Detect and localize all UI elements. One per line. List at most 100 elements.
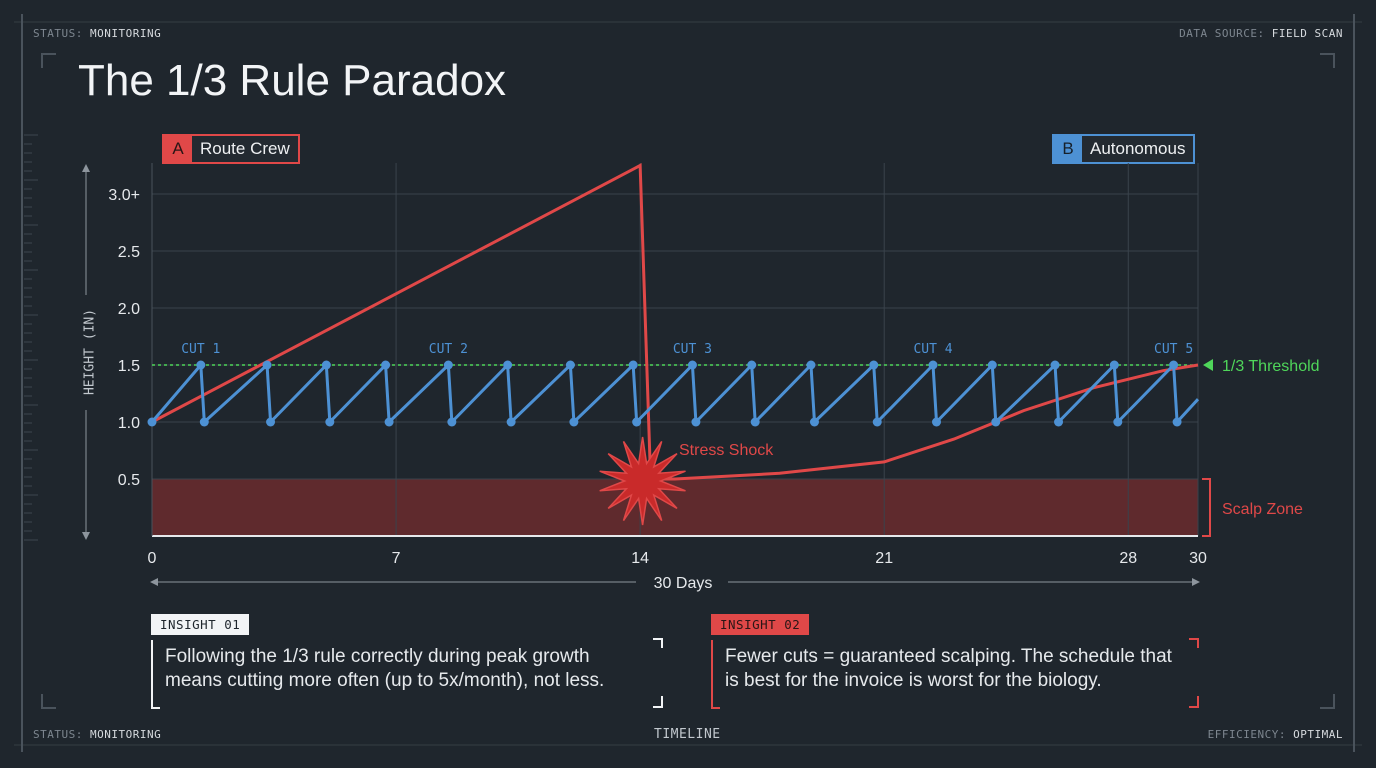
series-autonomous-point: [443, 360, 453, 370]
footer-status-label: STATUS:: [33, 728, 83, 741]
cut-annotation-label: CUT 3: [673, 342, 712, 357]
series-autonomous-point: [1050, 360, 1060, 370]
legend-a-label: Route Crew: [192, 136, 298, 162]
stress-shock-label: Stress Shock: [679, 442, 774, 459]
series-autonomous-point: [325, 417, 335, 427]
legend-a-key: A: [164, 136, 192, 162]
x-tick-label: 30: [1189, 550, 1207, 567]
series-autonomous-point: [809, 417, 819, 427]
series-autonomous-point: [687, 360, 697, 370]
series-autonomous-point: [806, 360, 816, 370]
status-label: STATUS:: [33, 27, 83, 40]
efficiency-label: EFFICIENCY:: [1207, 728, 1287, 741]
insight-card-2: INSIGHT 02 Fewer cuts = guaranteed scalp…: [711, 614, 1199, 710]
series-autonomous-point: [262, 360, 272, 370]
legend-b-key: B: [1054, 136, 1082, 162]
x-tick-label: 0: [148, 550, 157, 567]
y-axis-arrowhead-down: [82, 532, 90, 540]
x-axis-arrowhead-right: [1192, 578, 1200, 586]
series-autonomous-point: [447, 417, 457, 427]
y-axis-label: HEIGHT (IN): [83, 309, 98, 395]
scalp-zone-label: Scalp Zone: [1222, 501, 1303, 518]
insight-1-bracket-left: [151, 640, 160, 709]
series-autonomous-point: [632, 417, 642, 427]
insight-1-bracket-right: [653, 638, 663, 708]
series-autonomous-point: [750, 417, 760, 427]
status-indicator-top: STATUS: MONITORING: [33, 27, 161, 40]
footer-status-value: MONITORING: [89, 728, 162, 741]
series-autonomous-point: [1169, 360, 1179, 370]
legend-autonomous: B Autonomous: [1052, 134, 1196, 164]
y-tick-label: 1.5: [118, 358, 140, 375]
data-source-indicator: DATA SOURCE: FIELD SCAN: [1179, 27, 1343, 40]
page-title: The 1/3 Rule Paradox: [78, 56, 507, 105]
corner-tr: [1320, 53, 1335, 68]
y-axis-arrowhead-up: [82, 164, 90, 172]
efficiency-value: OPTIMAL: [1293, 728, 1343, 741]
series-autonomous-point: [565, 360, 575, 370]
insight-2-tag: INSIGHT 02: [711, 614, 810, 635]
x-tick-label: 21: [875, 550, 893, 567]
efficiency-indicator: EFFICIENCY: OPTIMAL: [1208, 728, 1343, 741]
series-autonomous-point: [991, 417, 1001, 427]
status-indicator-bottom: STATUS: MONITORING: [33, 728, 161, 741]
series-autonomous-point: [691, 417, 701, 427]
x-tick-label: 7: [392, 550, 401, 567]
y-tick-label: 0.5: [118, 472, 140, 489]
scalp-zone-bracket: [1202, 478, 1211, 537]
series-autonomous-point: [147, 417, 157, 427]
series-autonomous-point: [747, 360, 757, 370]
x-axis-label: 30 Days: [654, 575, 713, 592]
y-tick-label: 2.0: [118, 301, 140, 318]
series-autonomous-point: [932, 417, 941, 427]
series-autonomous-point: [1054, 417, 1064, 427]
y-tick-label: 3.0+: [108, 187, 140, 204]
series-autonomous-point: [384, 417, 394, 427]
series-autonomous-point: [503, 360, 513, 370]
threshold-label: 1/3 Threshold: [1222, 358, 1320, 375]
insight-2-bracket-right: [1189, 638, 1199, 708]
series-autonomous-point: [928, 360, 938, 370]
y-tick-label: 2.5: [118, 244, 140, 261]
cut-annotation-label: CUT 4: [913, 342, 952, 357]
insight-1-text: Following the 1/3 rule correctly during …: [165, 646, 605, 691]
legend-b-label: Autonomous: [1082, 136, 1194, 162]
series-route-crew-line: [151, 163, 1199, 481]
corner-bl: [41, 694, 56, 709]
series-autonomous-point: [381, 360, 391, 370]
timeline-label: TIMELINE: [654, 727, 721, 742]
series-autonomous-point: [266, 417, 276, 427]
series-autonomous-point: [321, 360, 331, 370]
y-tick-label: 1.0: [118, 415, 140, 432]
x-axis-arrowhead-left: [150, 578, 158, 586]
insight-2-text: Fewer cuts = guaranteed scalping. The sc…: [725, 646, 1172, 691]
series-autonomous-line: [150, 363, 1200, 424]
legend-route-crew: A Route Crew: [162, 134, 300, 164]
cut-annotation-label: CUT 2: [429, 342, 468, 357]
series-autonomous-point: [199, 417, 209, 427]
series-autonomous-point: [987, 360, 997, 370]
cut-annotation-label: CUT 1: [181, 342, 220, 357]
x-tick-label: 28: [1119, 550, 1137, 567]
stress-shock-burst-icon: [599, 436, 686, 526]
series-autonomous-point: [869, 360, 879, 370]
series-autonomous-point: [1172, 417, 1182, 427]
insight-2-bracket-left: [711, 640, 720, 709]
corner-br: [1320, 694, 1335, 709]
cut-annotation-label: CUT 5: [1154, 342, 1193, 357]
series-autonomous-point: [872, 417, 882, 427]
series-autonomous-point: [1113, 417, 1123, 427]
series-autonomous-point: [506, 417, 516, 427]
data-source-label: DATA SOURCE:: [1179, 27, 1265, 40]
threshold-arrow-icon: [1203, 359, 1213, 371]
series-autonomous-point: [1109, 360, 1119, 370]
corner-tl: [41, 53, 56, 68]
insight-card-1: INSIGHT 01 Following the 1/3 rule correc…: [151, 614, 663, 710]
status-value: MONITORING: [89, 27, 162, 40]
series-autonomous-point: [196, 360, 206, 370]
data-source-value: FIELD SCAN: [1271, 27, 1343, 40]
series-autonomous-point: [628, 360, 638, 370]
x-tick-label: 14: [631, 550, 649, 567]
